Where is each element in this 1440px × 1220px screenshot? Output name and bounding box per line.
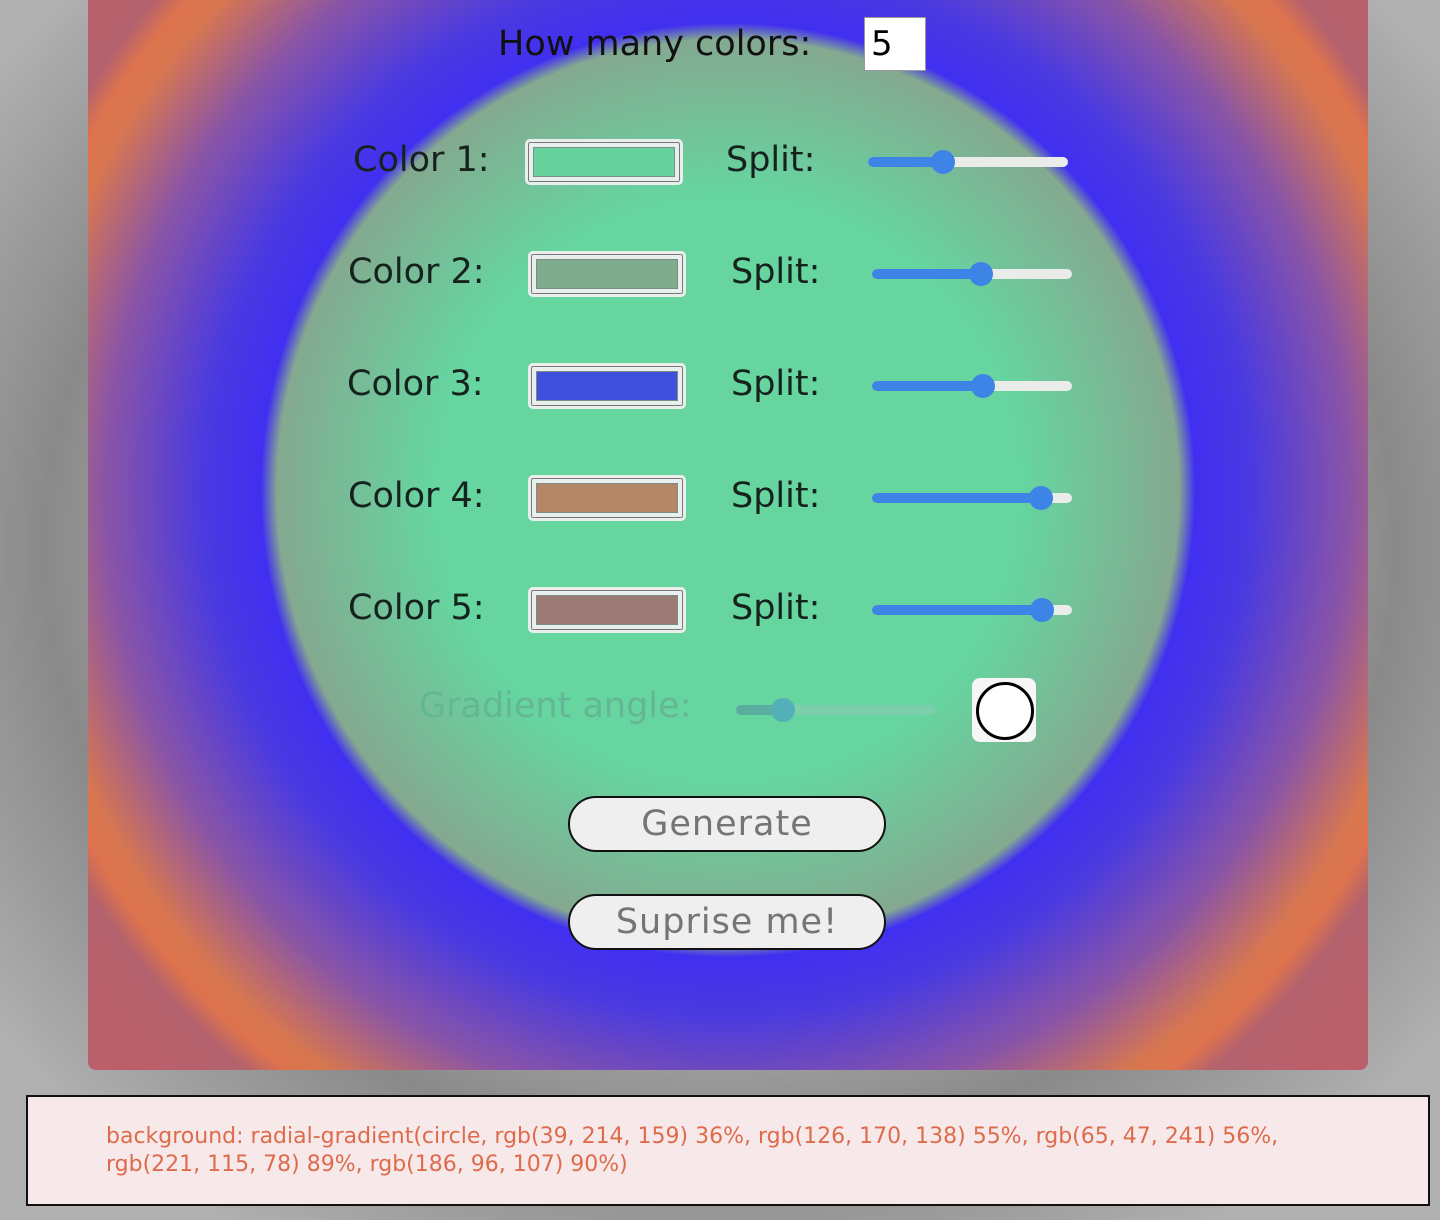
split-2-fill xyxy=(872,269,981,279)
split-3-fill xyxy=(872,381,983,391)
split-2-slider[interactable] xyxy=(872,262,1072,286)
gradient-angle-label: Gradient angle: xyxy=(419,686,692,726)
split-2-thumb[interactable] xyxy=(968,262,993,286)
color-4-swatch xyxy=(536,483,678,513)
split-1-label: Split: xyxy=(726,140,816,180)
split-2-label: Split: xyxy=(731,252,821,292)
color-5-label: Color 5: xyxy=(348,588,485,628)
color-3-picker[interactable] xyxy=(528,363,686,409)
split-5-slider[interactable] xyxy=(872,598,1072,622)
color-4-label: Color 4: xyxy=(348,476,485,516)
split-1-fill xyxy=(868,157,944,167)
split-1-slider[interactable] xyxy=(868,150,1068,174)
split-4-thumb[interactable] xyxy=(1028,486,1053,510)
circle-icon xyxy=(976,682,1034,740)
angle-thumb[interactable] xyxy=(771,698,796,722)
surprise-me-button[interactable]: Suprise me! xyxy=(568,894,886,950)
color-2-picker[interactable] xyxy=(528,251,686,297)
split-5-label: Split: xyxy=(731,588,821,628)
gradient-preview xyxy=(88,0,1368,1070)
color-count-label: How many colors: xyxy=(498,24,812,64)
split-3-label: Split: xyxy=(731,364,821,404)
split-4-label: Split: xyxy=(731,476,821,516)
color-2-label: Color 2: xyxy=(348,252,485,292)
color-count-input[interactable] xyxy=(864,17,926,71)
radial-toggle-button[interactable] xyxy=(972,678,1036,742)
split-1-thumb[interactable] xyxy=(931,150,956,174)
gradient-angle-slider[interactable] xyxy=(736,698,936,722)
css-output: background: radial-gradient(circle, rgb(… xyxy=(26,1095,1430,1206)
generate-button[interactable]: Generate xyxy=(568,796,886,852)
color-1-label: Color 1: xyxy=(353,140,490,180)
split-3-slider[interactable] xyxy=(872,374,1072,398)
split-1-track xyxy=(868,157,1068,167)
split-5-fill xyxy=(872,605,1043,615)
split-4-slider[interactable] xyxy=(872,486,1072,510)
split-5-thumb[interactable] xyxy=(1030,598,1055,622)
color-3-label: Color 3: xyxy=(347,364,484,404)
split-3-thumb[interactable] xyxy=(970,374,995,398)
color-5-swatch xyxy=(536,595,678,625)
color-5-picker[interactable] xyxy=(528,587,686,633)
color-1-picker[interactable] xyxy=(525,139,683,185)
color-3-swatch xyxy=(536,371,678,401)
gradient-preview-panel: How many colors: Color 1: Split: Color 2… xyxy=(88,0,1368,1070)
color-4-picker[interactable] xyxy=(528,475,686,521)
split-4-fill xyxy=(872,493,1041,503)
color-2-swatch xyxy=(536,259,678,289)
angle-track xyxy=(736,705,936,715)
angle-fill xyxy=(736,705,784,715)
color-1-swatch xyxy=(533,147,675,177)
